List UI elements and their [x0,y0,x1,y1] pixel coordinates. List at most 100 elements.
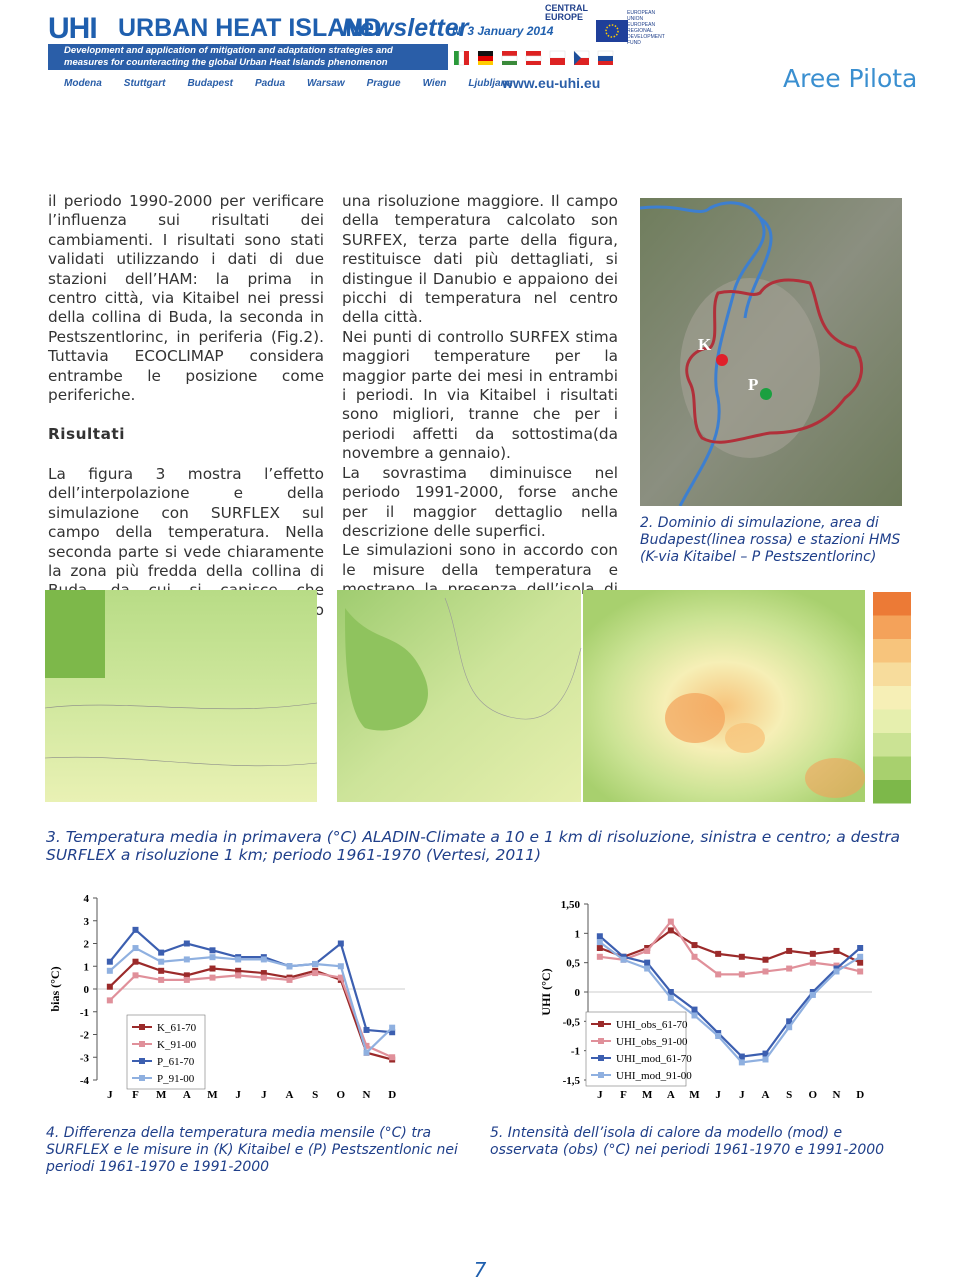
x-tick-label: O [809,1089,818,1101]
y-tick-label: 0 [84,984,90,996]
legend-marker [139,1041,145,1047]
x-tick-label: S [786,1089,792,1101]
domain-boundary [685,278,864,444]
data-point [363,1026,370,1033]
y-tick-label: -4 [80,1075,90,1087]
data-point [260,970,267,977]
flag-si [597,50,614,65]
series-line [599,929,861,964]
data-point [337,963,344,970]
column-2: una risoluzione maggiore. Il campo della… [342,192,618,619]
y-tick-label: -1 [80,1007,89,1019]
city-list: Modena Stuttgart Budapest Padua Warsaw Prague… [64,78,534,89]
data-point [389,1054,396,1061]
data-point [312,970,319,977]
data-point [786,1024,793,1031]
data-point [337,940,344,947]
flag-it [454,50,469,66]
city: Stuttgart [123,78,166,89]
data-point [620,956,627,963]
legend-marker [139,1058,145,1064]
legend-label: K_61-70 [157,1022,197,1034]
paragraph: La sovrastima diminuisce nel periodo 199… [342,463,618,540]
tagline: Development and application of mitigatio… [64,45,393,68]
city: Ljubljana [468,78,513,89]
y-axis-title: bias (°C) [48,966,62,1011]
data-point [132,972,139,979]
x-tick-label: D [388,1089,396,1101]
map-region [665,693,725,743]
paragraph: una risoluzione maggiore. Il campo della… [342,192,618,327]
data-point [209,947,216,954]
data-point [596,945,603,951]
section-title: Aree Pilota [783,64,918,93]
data-point [158,949,165,956]
contour [444,597,582,720]
x-tick-label: A [762,1089,770,1101]
data-point [106,967,113,974]
scale-swatch [873,686,911,710]
data-point [158,976,165,983]
data-point [857,953,864,960]
map-region [45,590,105,678]
scale-swatch [873,662,911,686]
x-tick-label: J [107,1089,113,1101]
y-tick-label: 1 [575,928,581,940]
column-1: il periodo 1990-2000 per verificare l’in… [48,192,324,640]
data-point [786,947,793,954]
x-tick-label: D [856,1089,864,1101]
station-label: P [748,375,758,394]
legend-marker [139,1075,145,1081]
series-line [599,941,861,1064]
uhi-chart: -1,5 -1 -0,5 0 0,5 1 1,50 UHI (°C) J F M A M J J A S O N D U… [539,899,872,1101]
legend-marker [598,1055,604,1061]
map-region [345,608,428,731]
legend-label: UHI_obs_61-70 [616,1019,688,1031]
y-tick-label: 0 [575,987,581,999]
x-tick-label: S [312,1089,318,1101]
data-point [235,967,242,974]
legend-label: UHI_obs_91-00 [616,1036,688,1048]
x-tick-label: J [597,1089,603,1101]
flag-at [525,51,542,65]
city: Wien [422,78,447,89]
scale-swatch [873,592,911,616]
x-tick-label: M [156,1089,167,1101]
data-point [644,959,651,966]
data-point [132,945,139,952]
logo: UHI [48,12,98,45]
x-tick-label: F [620,1089,627,1101]
data-point [762,1050,769,1057]
data-point [235,972,242,979]
flag-pl [549,50,566,65]
data-point [312,960,319,967]
x-tick-label: O [337,1089,346,1101]
data-point [644,947,651,954]
page-number: 7 [473,1258,487,1282]
data-point [833,968,840,975]
city: Prague [366,78,401,89]
x-tick-label: A [183,1089,191,1101]
data-point [389,1024,396,1031]
website[interactable]: www.eu-uhi.eu [502,75,601,91]
data-point [596,953,603,960]
data-point [691,1006,698,1013]
legend-label: UHI_mod_61-70 [616,1053,692,1065]
contour [45,756,318,767]
data-point [183,976,190,983]
x-tick-label: J [261,1089,267,1101]
data-point [691,1012,698,1019]
y-tick-label: -1 [571,1046,580,1058]
legend-marker [598,1038,604,1044]
scale-swatch [873,733,911,757]
x-tick-label: N [833,1089,841,1101]
series-line [108,928,393,1034]
data-point [738,1053,745,1060]
station-label: K [698,335,712,354]
legend-marker [139,1024,145,1030]
scale-swatch [873,639,911,663]
data-point [209,965,216,972]
data-point [596,939,603,946]
legend-marker [598,1072,604,1078]
